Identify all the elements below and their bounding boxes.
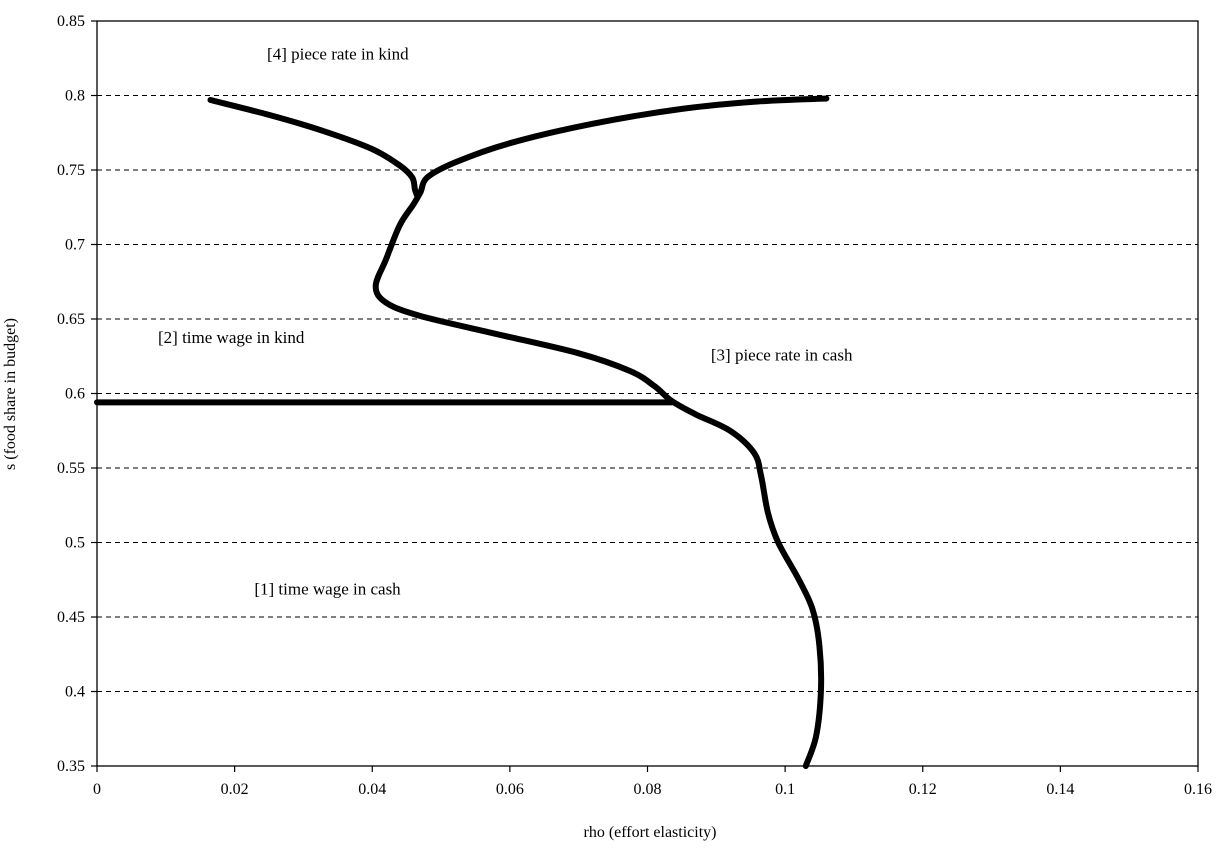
x-tick-label: 0.08 bbox=[634, 781, 662, 798]
x-tick-label: 0.1 bbox=[775, 781, 795, 798]
y-tick-label: 0.65 bbox=[57, 311, 85, 328]
x-axis-ticks: 0 0.02 0.04 0.06 0.08 0.1 0.12 0.14 0.16 bbox=[93, 766, 1212, 798]
region-labels: [4] piece rate in kind [2] time wage in k… bbox=[158, 45, 853, 599]
region-label-4: [1] time wage in cash bbox=[254, 580, 401, 599]
x-tick-label: 0.06 bbox=[496, 781, 524, 798]
x-tick-label: 0.14 bbox=[1046, 781, 1074, 798]
boundary-line-2 bbox=[207, 97, 420, 199]
y-axis-ticks: 0.35 0.4 0.45 0.5 0.55 0.6 0.65 0.7 0.75 0.8 0.85 bbox=[57, 13, 97, 775]
y-tick-label: 0.35 bbox=[57, 758, 85, 775]
y-tick-label: 0.55 bbox=[57, 460, 85, 477]
x-tick-label: 0 bbox=[93, 781, 101, 798]
y-tick-label: 0.75 bbox=[57, 162, 85, 179]
region-label-3: [3] piece rate in cash bbox=[711, 346, 853, 365]
region-label-1: [4] piece rate in kind bbox=[267, 45, 409, 64]
y-tick-label: 0.7 bbox=[65, 237, 85, 254]
y-tick-label: 0.85 bbox=[57, 13, 85, 30]
y-tick-label: 0.6 bbox=[65, 386, 85, 403]
y-tick-label: 0.8 bbox=[65, 88, 85, 105]
y-tick-label: 0.45 bbox=[57, 609, 85, 626]
gridlines bbox=[97, 95, 1198, 692]
y-tick-label: 0.5 bbox=[65, 535, 85, 552]
y-axis-title: s (food share in budget) bbox=[2, 318, 19, 470]
x-tick-label: 0.02 bbox=[221, 781, 249, 798]
x-tick-label: 0.12 bbox=[909, 781, 937, 798]
x-tick-label: 0.16 bbox=[1184, 781, 1212, 798]
series-group bbox=[94, 95, 830, 769]
x-tick-label: 0.04 bbox=[358, 781, 386, 798]
region-label-2: [2] time wage in kind bbox=[158, 328, 305, 347]
boundary-line-1 bbox=[372, 95, 830, 769]
y-tick-label: 0.4 bbox=[65, 684, 85, 701]
x-axis-title: rho (effort elasticity) bbox=[584, 824, 717, 841]
